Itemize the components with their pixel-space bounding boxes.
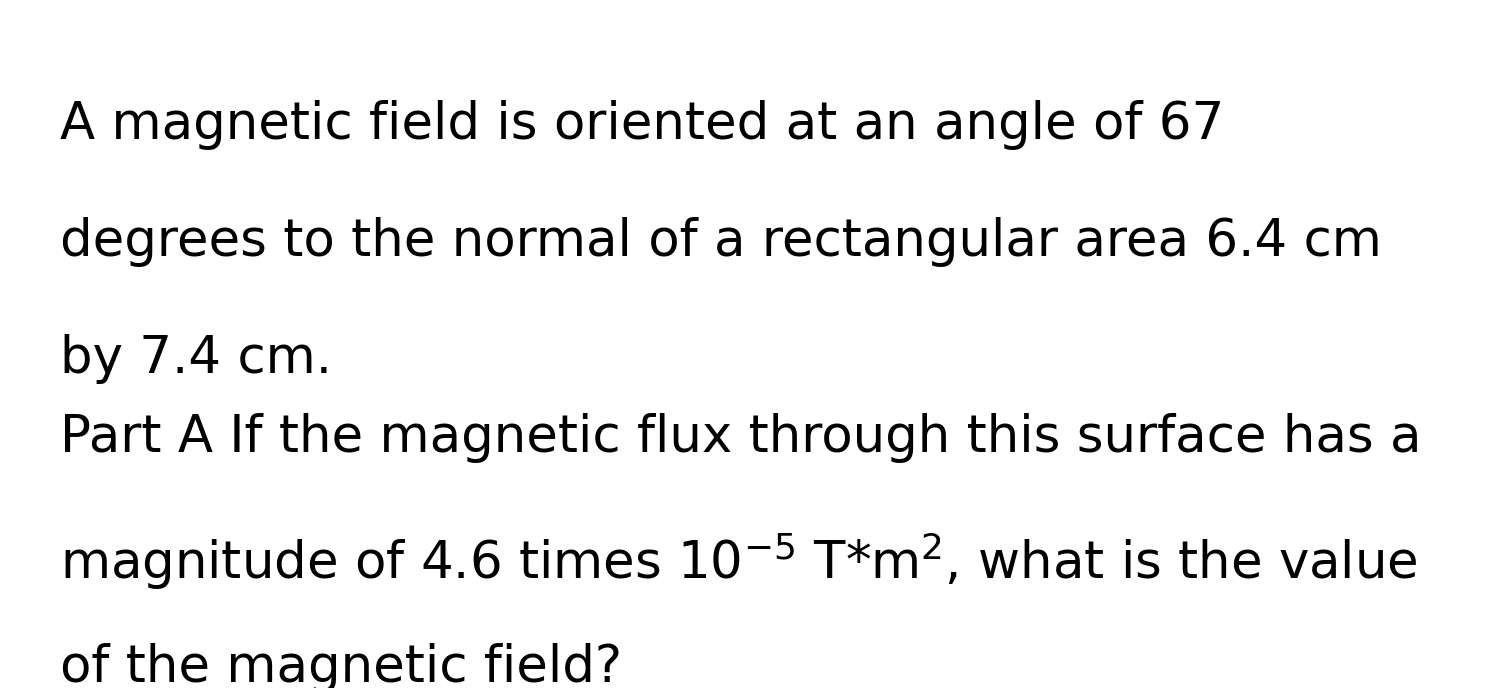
Text: degrees to the normal of a rectangular area 6.4 cm: degrees to the normal of a rectangular a… [60,217,1382,267]
Text: by 7.4 cm.: by 7.4 cm. [60,334,332,384]
Text: of the magnetic field?: of the magnetic field? [60,643,622,688]
Text: magnitude of 4.6 times $10^{-5}$ T*m$^{2}$, what is the value: magnitude of 4.6 times $10^{-5}$ T*m$^{2… [60,530,1417,592]
Text: A magnetic field is oriented at an angle of 67: A magnetic field is oriented at an angle… [60,100,1224,150]
Text: Part A If the magnetic flux through this surface has a: Part A If the magnetic flux through this… [60,413,1422,463]
